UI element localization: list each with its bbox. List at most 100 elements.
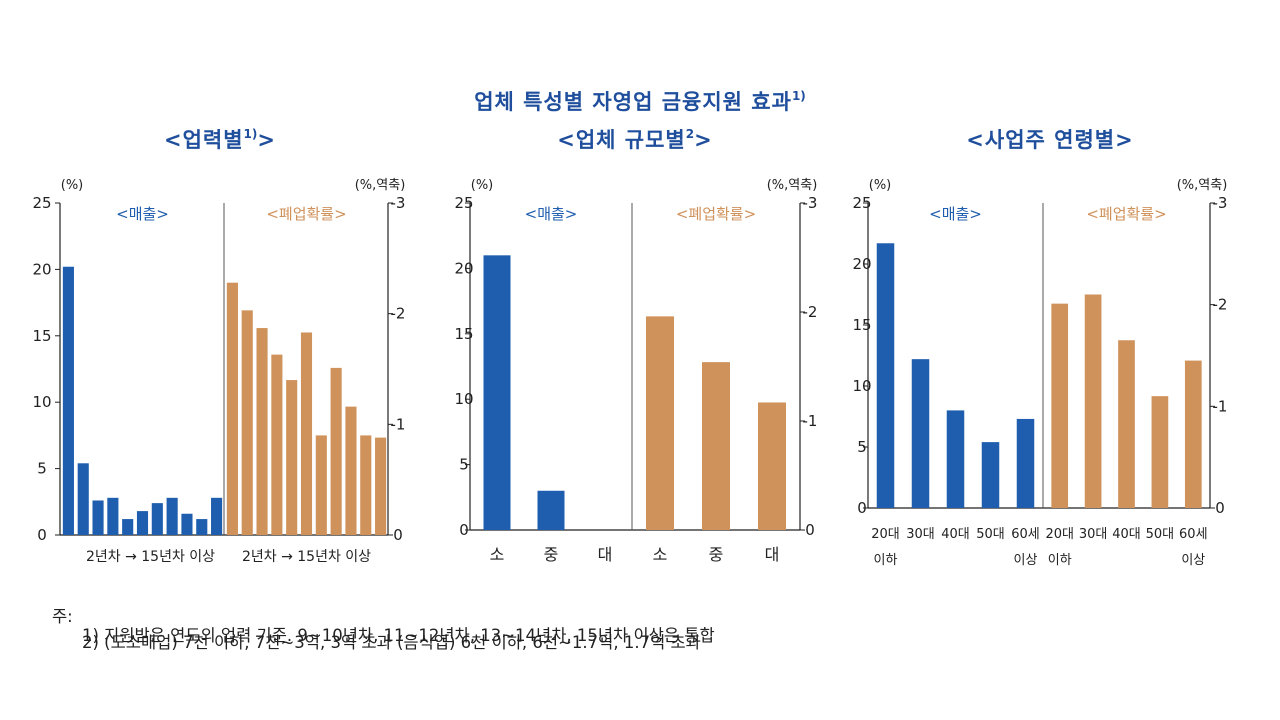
chart-3-sales-category-label: 60세 xyxy=(1011,527,1040,542)
chart-3-left-tick-label: 20 xyxy=(852,255,871,273)
chart-1-sales-bar xyxy=(77,463,89,535)
chart-1-left-tick-label: 15 xyxy=(32,327,51,345)
chart-2-closure-bar xyxy=(646,316,674,530)
chart-3-closure-category-label: 40대 xyxy=(1112,527,1141,542)
chart-2-left-tick-label: 0 xyxy=(459,521,469,539)
chart-1-sales-bar xyxy=(166,497,178,535)
chart-1-sales-bar xyxy=(211,497,223,535)
footnote-prefix: 주: xyxy=(52,607,73,626)
chart-3-right-unit: (%,역축) xyxy=(1177,178,1228,193)
chart-1-left-tick-label: 0 xyxy=(37,526,47,544)
chart-1-left-tick-label: 10 xyxy=(32,393,51,411)
chart-1-closure-bar xyxy=(315,435,327,535)
chart-3-closure-category-label: 20대 xyxy=(1045,527,1074,542)
chart-1-sales-bar xyxy=(62,266,74,535)
chart-2-closure-panel-label: <폐업확률> xyxy=(676,205,756,223)
chart-2-sales-category-label: 중 xyxy=(544,545,559,564)
chart-3-title-text: <사업주 연령별 xyxy=(966,128,1116,152)
chart-1-right-tick-label: -1 xyxy=(391,415,406,433)
chart-1-closure-bar xyxy=(226,282,238,535)
chart-2-title-end: > xyxy=(694,128,713,152)
chart-3-closure-bar xyxy=(1084,294,1102,508)
chart-1-sales-bar xyxy=(181,513,193,535)
chart-1-closure-bar xyxy=(375,437,387,535)
chart-1-sales-bar xyxy=(107,497,119,535)
chart-3-left-tick-label: 5 xyxy=(857,438,867,456)
chart-2-right-tick-label: 0 xyxy=(805,521,815,539)
chart-1-closure-bar xyxy=(271,354,283,535)
chart-3-title: <사업주 연령별> xyxy=(900,124,1200,154)
chart-1-closure-bar xyxy=(300,332,313,535)
chart-3-sales-bar xyxy=(981,442,1000,508)
chart-2-title-text: <업체 규모별 xyxy=(557,128,686,152)
chart-1-right-tick-label: -2 xyxy=(391,305,406,323)
chart-3-sales-category-label: 40대 xyxy=(941,527,970,542)
chart-2-left-tick-label: 25 xyxy=(454,194,473,212)
chart-2-left-tick-label: 5 xyxy=(459,456,469,474)
chart-2-sales-category-label: 소 xyxy=(490,545,505,564)
main-title-footnote-mark: 1) xyxy=(791,89,806,103)
chart-3-sales-bar xyxy=(876,243,895,508)
chart-3-left-tick-label: 15 xyxy=(852,316,871,334)
chart-3-closure-bar xyxy=(1118,340,1135,508)
chart-2-right-unit: (%,역축) xyxy=(767,178,818,193)
chart-1-closure-bar xyxy=(241,310,253,535)
chart-1-closure-group-label: 2년차 → 15년차 이상 xyxy=(242,549,371,565)
chart-3-sales-category-label: 이하 xyxy=(874,553,898,568)
chart-1-title-end: > xyxy=(257,128,276,152)
chart-1-closure-bar xyxy=(330,367,342,535)
chart-1-closure-bar xyxy=(256,328,268,535)
chart-2-left-unit: (%) xyxy=(471,178,494,193)
footnote-1: 주: 1) 지원받은 연도의 업력 기준. 9~10년차, 11~12년차, 1… xyxy=(52,584,872,645)
chart-3-sales-bar xyxy=(1016,418,1035,508)
chart-2-left-tick-label: 15 xyxy=(454,325,473,343)
chart-2-closure-category-label: 중 xyxy=(709,545,724,564)
chart-1-closure-bar xyxy=(360,435,372,535)
footnote-2: 2) (도소매업) 7천 이하, 7천~3억, 3억 초과 (음식업) 6천 이… xyxy=(52,610,872,652)
chart-2-closure-category-label: 대 xyxy=(765,545,780,564)
chart-3-closure-category-label: 이상 xyxy=(1181,553,1205,568)
chart-1-left-tick-label: 20 xyxy=(32,260,51,278)
chart-1-title-text: <업력별 xyxy=(163,128,244,152)
chart-3-right-tick-label: -1 xyxy=(1213,397,1228,415)
chart-1-sales-group-label: 2년차 → 15년차 이상 xyxy=(86,549,215,565)
chart-3-sales-bar xyxy=(911,359,930,508)
chart-3-closure-category-label: 30대 xyxy=(1079,527,1108,542)
chart-2-title-footnote-mark: 2 xyxy=(685,127,695,141)
chart-1-right-tick-label: 0 xyxy=(393,526,403,544)
chart-1-sales-bar xyxy=(196,519,208,535)
chart-2-sales-bar xyxy=(537,490,565,530)
chart-1-sales-bar xyxy=(151,503,163,535)
chart-2-closure-category-label: 소 xyxy=(653,545,668,564)
chart-1-closure-panel-label: <폐업확률> xyxy=(266,205,346,223)
chart-3-closure-category-label: 이하 xyxy=(1048,553,1072,568)
main-title: 업체 특성별 자영업 금융지원 효과1) xyxy=(0,86,1280,116)
chart-2-sales-panel-label: <매출> xyxy=(525,205,578,223)
chart-1-sales-bar xyxy=(122,519,134,535)
chart-3-closure-bar xyxy=(1051,303,1069,508)
chart-3-right-tick-label: -3 xyxy=(1213,194,1228,212)
chart-2-sales-bar xyxy=(483,255,511,530)
chart-3-closure-bar xyxy=(1151,396,1169,508)
chart-3-sales-category-label: 20대 xyxy=(871,527,900,542)
chart-2-right-tick-label: -3 xyxy=(803,194,818,212)
chart-3-sales-category-label: 이상 xyxy=(1014,553,1038,568)
chart-2-left-tick-label: 20 xyxy=(454,259,473,277)
chart-2-sales-category-label: 대 xyxy=(598,545,613,564)
chart-2-title: <업체 규모별2> xyxy=(490,124,780,154)
chart-1-right-unit: (%,역축) xyxy=(355,178,406,193)
chart-3-sales-category-label: 50대 xyxy=(976,527,1005,542)
chart-1-title: <업력별1)> xyxy=(80,124,360,154)
footnote-2-text: 2) (도소매업) 7천 이하, 7천~3억, 3억 초과 (음식업) 6천 이… xyxy=(82,633,701,652)
footnote-1-text: 1) 지원받은 연도의 업력 기준. 9~10년차, 11~12년차, 13~1… xyxy=(82,626,715,645)
main-title-text: 업체 특성별 자영업 금융지원 효과 xyxy=(474,90,792,114)
chart-2-closure-bar xyxy=(758,402,786,530)
chart-3-left-tick-label: 0 xyxy=(857,499,867,517)
chart-1-title-footnote-mark: 1) xyxy=(243,127,258,141)
chart-3-sales-bar xyxy=(946,410,965,508)
chart-1-sales-bar xyxy=(92,500,104,535)
chart-3-left-unit: (%) xyxy=(869,178,892,193)
chart-1-closure-bar xyxy=(345,406,357,535)
chart-3-left-tick-label: 10 xyxy=(852,377,871,395)
